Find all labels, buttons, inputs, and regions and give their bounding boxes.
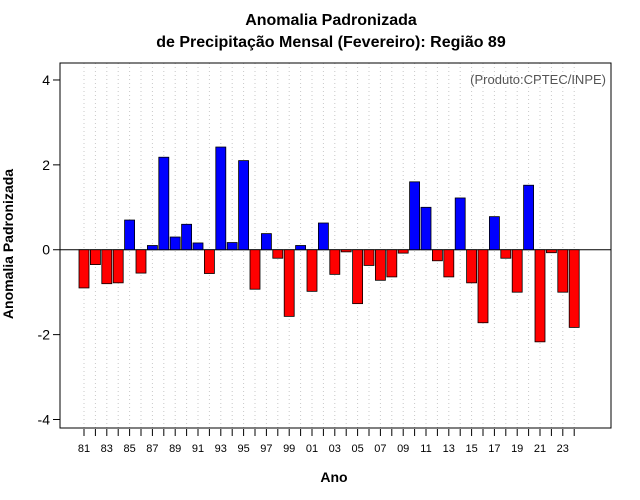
y-axis-label: Anomalia Padronizada <box>0 169 16 319</box>
bar-2003 <box>329 249 341 275</box>
x-tick-label: 01 <box>306 443 318 455</box>
bar-1989 <box>169 236 181 251</box>
bar-1997 <box>260 233 272 251</box>
x-tick-label: 95 <box>237 443 249 455</box>
x-axis-label: Ano <box>320 469 347 485</box>
bar-2018 <box>500 249 512 259</box>
bar-1988 <box>158 156 170 251</box>
plot-area <box>59 62 612 429</box>
bar-2021 <box>534 249 546 343</box>
bar-1991 <box>192 242 204 251</box>
y-tick-label: -2 <box>38 327 51 343</box>
bar-2005 <box>352 249 364 305</box>
bar-2020 <box>523 184 534 251</box>
bar-1992 <box>203 249 215 274</box>
bar-2012 <box>431 249 443 262</box>
bar-2001 <box>306 249 318 292</box>
bar-2019 <box>511 249 523 293</box>
x-tick-label: 85 <box>123 443 135 455</box>
bar-2014 <box>454 197 466 251</box>
x-tick-label: 09 <box>397 443 409 455</box>
bar-2013 <box>443 249 455 278</box>
x-tick-label: 91 <box>192 443 204 455</box>
x-tick-label: 21 <box>534 443 546 455</box>
x-tick-label: 15 <box>465 443 477 455</box>
bar-1993 <box>215 146 227 251</box>
bar-1990 <box>181 223 193 251</box>
bar-1982 <box>90 249 101 265</box>
x-tick-label: 83 <box>101 443 113 455</box>
x-tick-label: 03 <box>329 443 341 455</box>
bar-2009 <box>397 249 409 254</box>
x-tick-label: 99 <box>283 443 295 455</box>
bar-2008 <box>386 249 398 278</box>
x-tick-label: 93 <box>215 443 227 455</box>
x-tick-label: 87 <box>146 443 158 455</box>
bar-2002 <box>317 222 329 251</box>
bar-2011 <box>420 206 432 251</box>
bar-1995 <box>238 160 250 251</box>
x-tick-label: 13 <box>443 443 455 455</box>
bar-1981 <box>78 249 90 289</box>
x-tick-label: 11 <box>420 443 431 455</box>
y-tick-label: 4 <box>42 72 50 88</box>
y-tick-label: -4 <box>38 412 51 428</box>
bar-1985 <box>124 219 135 251</box>
y-axis: -4 -2 0 2 4 <box>38 72 60 428</box>
bar-2010 <box>409 181 421 251</box>
bar-2000 <box>295 245 307 251</box>
y-tick-label: 0 <box>42 242 50 258</box>
bar-1986 <box>135 249 147 274</box>
x-tick-label: 81 <box>78 443 90 455</box>
x-tick-label: 97 <box>260 443 272 455</box>
x-tick-label: 05 <box>351 443 363 455</box>
x-tick-label: 23 <box>557 443 569 455</box>
x-tick-label: 19 <box>511 443 523 455</box>
bar-1983 <box>101 249 113 285</box>
chart-subtitle: de Precipitação Mensal (Fevereiro): Regi… <box>156 34 506 51</box>
x-tick-label: 07 <box>374 443 386 455</box>
bar-2004 <box>340 249 352 253</box>
bar-2022 <box>546 249 557 254</box>
bar-1996 <box>249 249 261 290</box>
credit-annotation: (Produto:CPTEC/INPE) <box>470 72 606 87</box>
bar-1994 <box>226 242 238 251</box>
bar-1987 <box>146 245 158 251</box>
y-tick-label: 2 <box>42 157 50 173</box>
grid-lines <box>83 63 575 428</box>
bar-2023 <box>557 249 569 293</box>
bar-1984 <box>112 249 124 284</box>
bar-2016 <box>477 249 489 324</box>
bars <box>78 146 580 343</box>
bar-2024 <box>568 249 580 328</box>
x-tick-label: 17 <box>488 443 500 455</box>
bar-2006 <box>363 249 375 266</box>
bar-2017 <box>488 216 500 251</box>
x-tick-label: 89 <box>169 443 181 455</box>
chart-title: Anomalia Padronizada <box>245 12 417 29</box>
bar-2015 <box>466 249 478 284</box>
bar-2007 <box>374 249 386 281</box>
bar-1998 <box>272 249 284 259</box>
bar-1999 <box>283 249 295 317</box>
x-axis: 81 83 85 87 89 91 93 95 97 99 01 03 05 07 09 11 13 15 17 19… <box>78 429 575 455</box>
